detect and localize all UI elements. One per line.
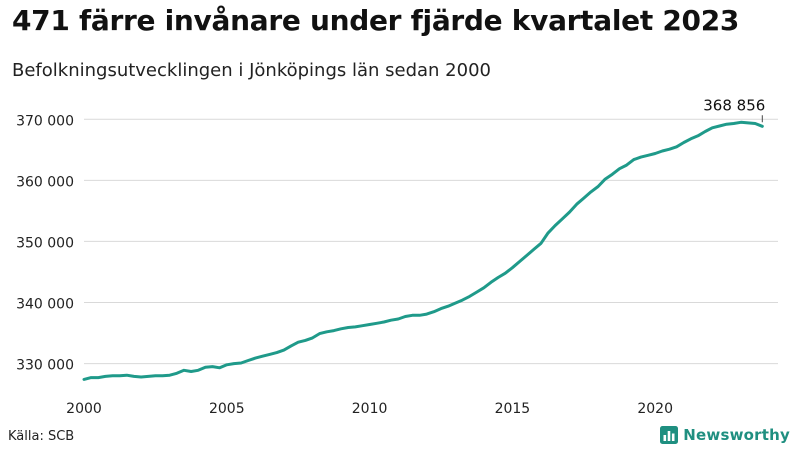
chart-title: 471 färre invånare under fjärde kvartale… bbox=[12, 4, 740, 37]
y-axis-ticks: 330 000 340 000 350 000 360 000 370 000 bbox=[16, 113, 74, 373]
series-layer bbox=[82, 120, 764, 381]
bar-chart-logo-icon bbox=[660, 426, 679, 444]
y-tick-label: 370 000 bbox=[16, 113, 74, 129]
source-note: Källa: SCB bbox=[8, 429, 75, 444]
x-tick-label: 2020 bbox=[637, 401, 673, 417]
x-tick-label: 2010 bbox=[352, 401, 388, 417]
x-tick-label: 2000 bbox=[66, 401, 102, 417]
x-tick-label: 2015 bbox=[495, 401, 531, 417]
y-tick-label: 360 000 bbox=[16, 174, 74, 190]
y-tick-label: 340 000 bbox=[16, 296, 74, 312]
x-tick-label: 2005 bbox=[209, 401, 245, 417]
annotation-layer: 368 856 bbox=[703, 96, 765, 123]
y-tick-label: 350 000 bbox=[16, 235, 74, 251]
brand-name: Newsworthy bbox=[683, 426, 790, 444]
grid-lines bbox=[84, 118, 778, 365]
y-tick-label: 330 000 bbox=[16, 358, 74, 374]
series-line bbox=[82, 120, 764, 381]
brand-logo: Newsworthy bbox=[660, 426, 790, 444]
line-chart: 330 000 340 000 350 000 360 000 370 000 2000… bbox=[16, 96, 778, 417]
last-value-label: 368 856 bbox=[703, 96, 765, 114]
x-axis-ticks: 2000 2005 2010 2015 2020 bbox=[66, 401, 673, 417]
chart-subtitle: Befolkningsutvecklingen i Jönköpings län… bbox=[12, 60, 491, 81]
